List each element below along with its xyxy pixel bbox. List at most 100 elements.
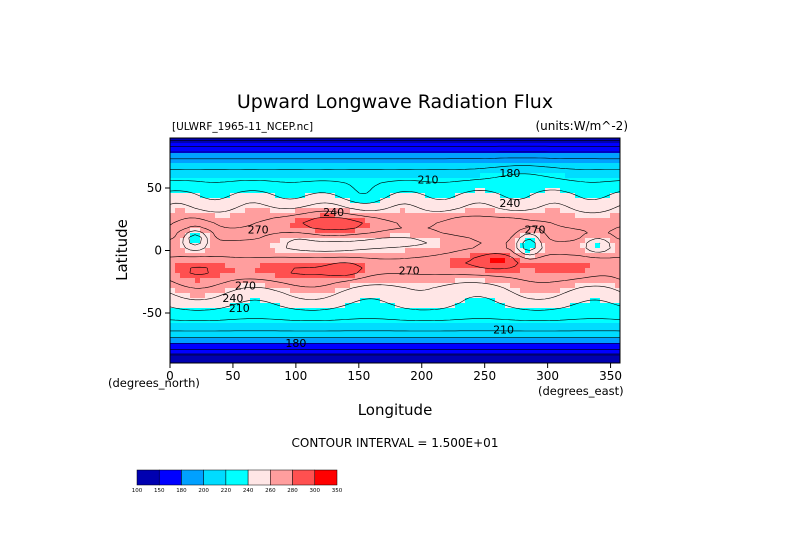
field-cell [495,268,501,274]
field-cell [205,348,211,354]
field-cell [255,158,261,164]
field-cell [480,353,486,359]
contour-line [170,145,620,350]
field-cell [365,178,371,184]
field-cell [535,273,541,279]
field-cell [545,303,551,309]
field-cell [445,203,451,209]
field-cell [565,198,571,204]
field-cell [340,228,346,234]
field-cell [325,213,331,219]
field-cell [255,163,261,169]
field-cell [265,353,271,359]
field-cell [240,213,246,219]
field-cell [525,283,531,289]
field-cell [340,298,346,304]
field-cell [560,293,566,299]
field-cell [415,353,421,359]
field-cell [370,163,376,169]
field-cell [415,293,421,299]
field-cell [315,288,321,294]
field-cell [435,188,441,194]
field-cell [515,233,521,239]
field-cell [300,293,306,299]
field-cell [585,223,591,229]
field-cell [605,258,611,264]
field-cell [390,278,396,284]
field-cell [185,323,191,329]
field-cell [205,273,211,279]
field-cell [240,183,246,189]
field-cell [380,188,386,194]
field-cell [590,303,596,309]
field-cell [450,323,456,329]
colorbar-label: 200 [198,488,209,494]
field-cell [250,318,256,324]
field-cell [550,268,556,274]
field-cell [425,228,431,234]
field-cell [435,193,441,199]
field-cell [350,313,356,319]
field-cell [615,238,620,244]
field-cell [380,263,386,269]
field-cell [340,318,346,324]
field-cell [405,228,411,234]
field-cell [545,243,551,249]
field-cell [185,333,191,339]
field-cell [180,308,186,314]
colorbar-label: 280 [287,488,298,494]
field-cell [545,278,551,284]
field-cell [580,198,586,204]
field-cell [470,343,476,349]
field-cell [320,348,326,354]
field-cell [395,168,401,174]
field-cell [400,203,406,209]
field-cell [380,278,386,284]
field-cell [335,353,341,359]
field-cell [590,308,596,314]
field-cell [470,283,476,289]
field-cell [295,233,301,239]
field-cell [175,218,181,224]
field-cell [560,338,566,344]
field-cell [410,273,416,279]
field-cell [205,203,211,209]
field-cell [410,183,416,189]
field-cell [235,158,241,164]
field-cell [600,188,606,194]
field-cell [455,323,461,329]
field-cell [325,148,331,154]
field-cell [360,148,366,154]
field-cell [275,163,281,169]
field-cell [255,318,261,324]
field-cell [325,343,331,349]
field-cell [190,268,196,274]
colorbar-label: 300 [310,488,321,494]
field-cell [240,303,246,309]
field-cell [555,228,561,234]
field-cell [610,298,616,304]
field-cell [525,303,531,309]
field-cell [450,273,456,279]
field-cell [575,303,581,309]
field-cell [460,233,466,239]
field-cell [505,198,511,204]
field-cell [415,288,421,294]
field-cell [490,168,496,174]
field-cell [300,268,306,274]
field-cell [435,268,441,274]
field-cell [575,268,581,274]
field-cell [520,268,526,274]
field-cell [545,268,551,274]
field-cell [295,278,301,284]
field-cell [360,288,366,294]
field-cell [470,293,476,299]
field-cell [180,358,186,363]
field-cell [370,303,376,309]
field-cell [600,323,606,329]
field-cell [525,358,531,363]
field-cell [180,293,186,299]
field-cell [345,148,351,154]
field-cell [490,158,496,164]
field-cell [350,343,356,349]
